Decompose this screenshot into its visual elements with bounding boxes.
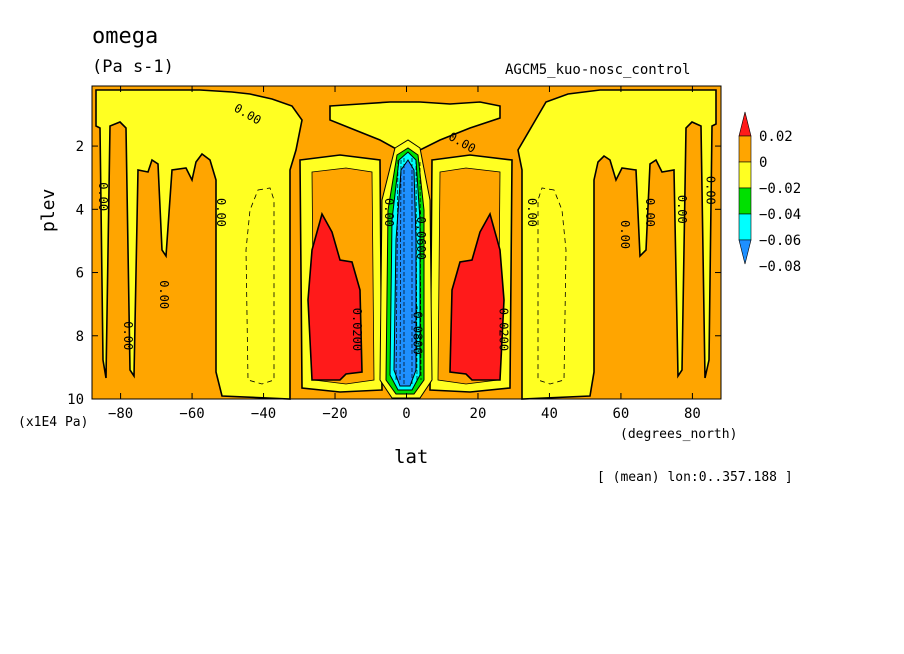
colorbar-label: −0.08	[759, 259, 801, 275]
x-tick-label: −80	[108, 406, 133, 422]
y-tick-label: 6	[76, 266, 84, 282]
dashed-contours	[245, 187, 567, 385]
contour-label: 0.00	[382, 198, 396, 227]
colorbar-label: −0.02	[759, 181, 801, 197]
itcz-dense-contour	[415, 159, 418, 383]
contour-label: 0.00	[704, 176, 718, 205]
region-sh-subsidence	[95, 89, 303, 400]
x-tick-label: 40	[541, 406, 558, 422]
y-tick-label: 2	[76, 139, 84, 155]
itcz-dense-contour	[419, 161, 422, 381]
x-tick-label: 20	[470, 406, 487, 422]
contour-label: 0.00	[618, 220, 632, 249]
positive-strong-regions	[307, 211, 505, 381]
x-axis-label: lat	[394, 446, 429, 468]
contour-label: 0.00	[643, 198, 657, 227]
itcz-dense-contour	[395, 159, 399, 381]
y-tick-label: 10	[67, 392, 84, 408]
axes: −80 −60 −40 −20 0 20 40 60 80 2 4 6 8 10	[67, 86, 721, 422]
dashed-contour-nh	[537, 187, 567, 385]
contour-labels: 0.00 0.00 0.00 0.00 0.00 0.00 0.00 0.00 0.00 0.00…	[96, 101, 718, 355]
colorbar-label: 0	[759, 155, 767, 171]
y-tick-label: 8	[76, 329, 84, 345]
chart-units: (Pa s-1)	[92, 57, 174, 77]
y-tick-label: 4	[76, 202, 84, 218]
x-axis-unit: (degrees_north)	[620, 427, 738, 442]
red-region-nh	[449, 211, 505, 381]
itcz-dense-contours	[395, 158, 422, 384]
x-tick-label: 80	[684, 406, 701, 422]
colorbar-box	[738, 161, 752, 189]
colorbar-box	[738, 213, 752, 241]
colorbar-box	[738, 187, 752, 215]
colorbar-label: −0.06	[759, 233, 801, 249]
contour-label: 0.00	[96, 182, 110, 211]
colorbar-label: −0.04	[759, 207, 801, 223]
contour-label: 0.0200	[496, 308, 510, 351]
contour-label: 0.00	[157, 280, 171, 309]
x-tick-label: −40	[251, 406, 276, 422]
contour-label: 0.00	[525, 198, 539, 227]
contour-label: 0.00	[121, 321, 135, 350]
x-tick-label: 60	[613, 406, 630, 422]
itcz-dense-contour	[399, 159, 402, 383]
colorbar-top-arrow	[738, 111, 752, 137]
experiment-label: AGCM5_kuo-nosc_control	[505, 62, 691, 78]
colorbar: 0.02 0 −0.02 −0.04 −0.06 −0.08	[738, 111, 801, 275]
region-tropical-cap	[329, 101, 501, 151]
contour-label: -0.0800	[411, 304, 425, 355]
x-tick-label: −60	[179, 406, 204, 422]
averaging-footnote: [ (mean) lon:0..357.188 ]	[597, 470, 793, 485]
dashed-contour-sh	[245, 187, 275, 385]
x-tick-label: −20	[322, 406, 347, 422]
y-axis-unit: (x1E4 Pa)	[18, 415, 89, 430]
region-nh-subsidence	[517, 89, 717, 400]
contour-label: -0.0600	[414, 209, 428, 260]
red-region-sh	[307, 211, 363, 381]
contour-label: 0.0200	[350, 308, 364, 351]
x-tick-label: 0	[402, 406, 410, 422]
itcz-blue	[393, 159, 417, 387]
colorbar-label: 0.02	[759, 129, 793, 145]
colorbar-bottom-arrow	[738, 239, 752, 265]
contour-label: 0.00	[214, 198, 228, 227]
chart-title: omega	[92, 24, 159, 49]
itcz-column	[379, 139, 433, 399]
contour-label: 0.00	[675, 195, 689, 224]
colorbar-box	[738, 135, 752, 163]
